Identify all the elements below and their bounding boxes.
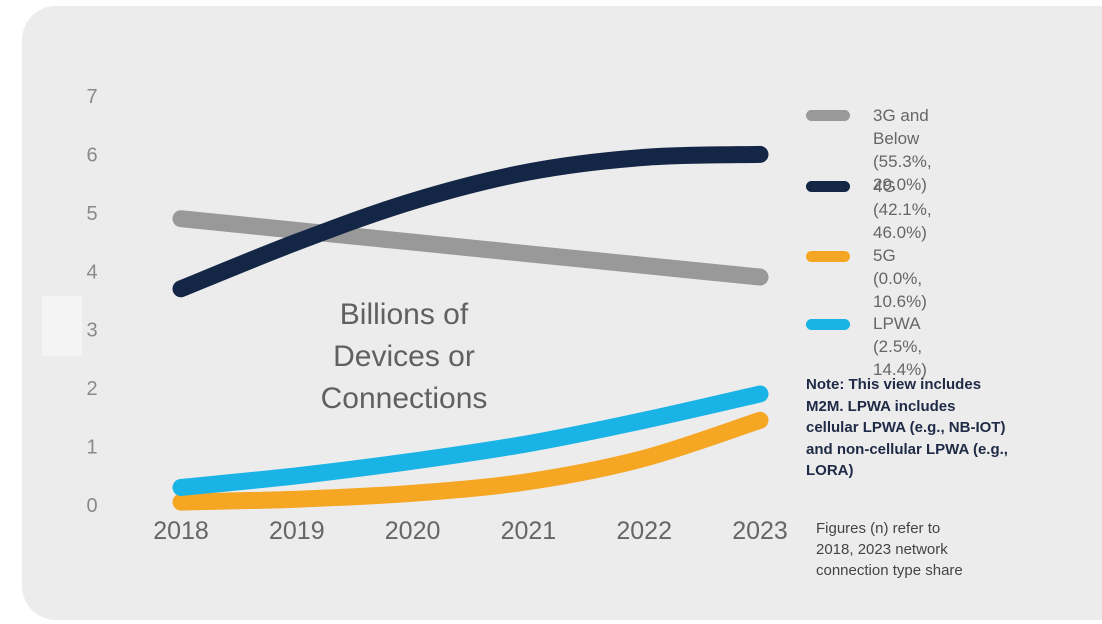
y-tick-label: 0 <box>86 495 97 517</box>
y-axis-ticks: 0 1 2 3 4 5 6 7 <box>86 86 97 517</box>
y-tick-label: 3 <box>86 320 97 342</box>
x-tick-label: 2022 <box>616 517 672 545</box>
chart-panel <box>22 6 1102 620</box>
background-square <box>42 296 82 356</box>
x-tick-label: 2018 <box>153 517 209 545</box>
overlay-label-line: Billions of <box>340 298 469 331</box>
legend-swatch-4g <box>806 181 850 192</box>
series-line-4g <box>172 145 769 298</box>
x-tick-label: 2019 <box>269 517 325 545</box>
overlay-label-line: Devices or <box>333 340 475 373</box>
figures-note: Figures (n) refer to 2018, 2023 network … <box>816 520 963 579</box>
y-tick-label: 2 <box>86 378 97 400</box>
legend-swatch-lpwa <box>806 319 850 330</box>
y-tick-label: 4 <box>86 261 97 283</box>
overlay-label: Billions of Devices or Connections <box>321 298 488 415</box>
series-line-3g-and-below <box>172 210 769 286</box>
series-line-5g <box>172 411 769 511</box>
note-text: Note: This view includes M2M. LPWA inclu… <box>806 376 1008 479</box>
x-tick-label: 2020 <box>385 517 441 545</box>
series-lines <box>172 145 769 511</box>
legend-swatch-5g <box>806 251 850 262</box>
x-tick-label: 2023 <box>732 517 788 545</box>
series-line-lpwa <box>172 385 769 496</box>
y-tick-label: 5 <box>86 203 97 225</box>
x-tick-label: 2021 <box>501 517 557 545</box>
legend-label-4g: 4G (42.1%, 46.0%) <box>873 177 932 242</box>
legend-label-5g: 5G (0.0%, 10.6%) <box>873 246 927 311</box>
overlay-label-line: Connections <box>321 382 488 415</box>
y-tick-label: 7 <box>86 86 97 108</box>
legend-label-lpwa: LPWA (2.5%, 14.4%) <box>873 314 927 379</box>
y-tick-label: 1 <box>86 437 97 459</box>
legend-swatch-3g <box>806 110 850 121</box>
y-tick-label: 6 <box>86 144 97 166</box>
x-axis-ticks: 2018 2019 2020 2021 2022 2023 <box>153 517 788 545</box>
legend-label-3g: 3G and Below (55.3%, 29.0%) <box>873 106 932 194</box>
